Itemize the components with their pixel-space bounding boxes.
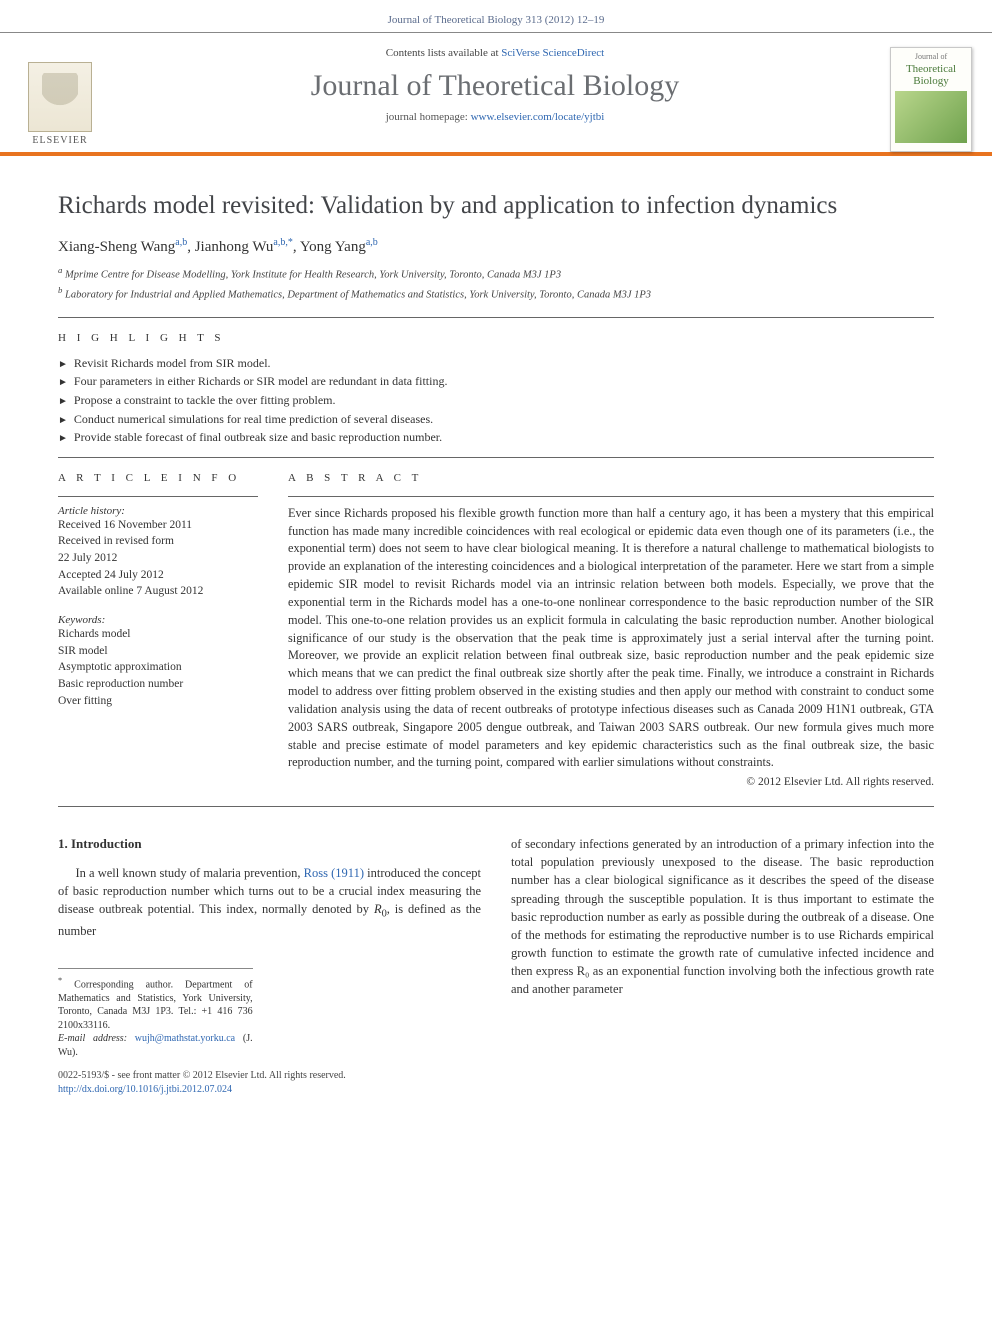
homepage-line: journal homepage: www.elsevier.com/locat… [118,111,872,123]
body-columns: 1. Introduction In a well known study of… [58,835,934,1096]
authors: Xiang-Sheng Wanga,b, Jianhong Wua,b,*, Y… [58,237,934,256]
homepage-link[interactable]: www.elsevier.com/locate/yjtbi [471,111,605,123]
cover-top-text: Journal of [895,52,967,61]
keywords-label: Keywords: [58,614,258,626]
history-line: Accepted 24 July 2012 [58,567,258,584]
abstract-text: Ever since Richards proposed his flexibl… [288,505,934,772]
keyword: Asymptotic approximation [58,659,258,676]
highlight-item: Four parameters in either Richards or SI… [58,372,934,391]
divider [58,806,934,807]
journal-cover: Journal of Theoretical Biology [890,47,972,152]
author-1: Xiang-Sheng Wang [58,239,175,255]
body-left-column: 1. Introduction In a well known study of… [58,835,481,1096]
corresponding-marker[interactable]: * [288,237,293,248]
affiliation-a: a Mprime Centre for Disease Modelling, Y… [58,264,934,283]
section-heading: 1. Introduction [58,835,481,854]
highlights-list: Revisit Richards model from SIR model. F… [58,354,934,447]
history-line: Available online 7 August 2012 [58,583,258,600]
highlight-item: Propose a constraint to tackle the over … [58,391,934,410]
citation-link[interactable]: Ross (1911) [304,866,364,880]
author-2-affil[interactable]: a,b, [273,237,287,248]
body-paragraph: In a well known study of malaria prevent… [58,864,481,940]
cover-image [895,91,967,143]
homepage-prefix: journal homepage: [386,111,471,123]
contents-line: Contents lists available at SciVerse Sci… [118,47,872,59]
publisher-logo: ELSEVIER [20,43,100,152]
highlight-item: Revisit Richards model from SIR model. [58,354,934,373]
article-info-heading: A R T I C L E I N F O [58,472,258,484]
divider [58,317,934,318]
author-3: Yong Yang [300,239,366,255]
body-paragraph: of secondary infections generated by an … [511,835,934,998]
issn-line: 0022-5193/$ - see front matter © 2012 El… [58,1069,481,1083]
divider [58,457,934,458]
highlight-item: Conduct numerical simulations for real t… [58,410,934,429]
keywords: Richards model SIR model Asymptotic appr… [58,626,258,709]
journal-title: Journal of Theoretical Biology [118,69,872,103]
doi-link[interactable]: http://dx.doi.org/10.1016/j.jtbi.2012.07… [58,1084,232,1095]
affiliation-b: b Laboratory for Industrial and Applied … [58,284,934,303]
masthead-center: Contents lists available at SciVerse Sci… [118,43,872,152]
contents-prefix: Contents lists available at [386,47,501,59]
keyword: Basic reproduction number [58,676,258,693]
corresponding-author-note: * Corresponding author. Department of Ma… [58,975,253,1032]
keyword: Over fitting [58,693,258,710]
history-line: Received 16 November 2011 [58,517,258,534]
history-label: Article history: [58,505,258,517]
email-link[interactable]: wujh@mathstat.yorku.ca [135,1033,235,1044]
author-3-affil[interactable]: a,b [366,237,378,248]
author-1-affil[interactable]: a,b [175,237,187,248]
author-2: Jianhong Wu [195,239,274,255]
sciencedirect-link[interactable]: SciVerse ScienceDirect [501,47,604,59]
divider [58,496,258,497]
keyword: SIR model [58,643,258,660]
article-history: Received 16 November 2011 Received in re… [58,517,258,600]
divider [288,496,934,497]
abstract-copyright: © 2012 Elsevier Ltd. All rights reserved… [288,776,934,788]
article-info-column: A R T I C L E I N F O Article history: R… [58,472,258,788]
publisher-name: ELSEVIER [32,135,87,146]
history-line: 22 July 2012 [58,550,258,567]
keyword: Richards model [58,626,258,643]
history-line: Received in revised form [58,533,258,550]
running-head: Journal of Theoretical Biology 313 (2012… [0,0,992,32]
abstract-column: A B S T R A C T Ever since Richards prop… [288,472,934,788]
body-right-column: of secondary infections generated by an … [511,835,934,1096]
highlight-item: Provide stable forecast of final outbrea… [58,428,934,447]
page-footer: 0022-5193/$ - see front matter © 2012 El… [58,1069,481,1096]
affiliations: a Mprime Centre for Disease Modelling, Y… [58,264,934,302]
article-title: Richards model revisited: Validation by … [58,190,934,221]
cover-title: Theoretical Biology [895,63,967,87]
masthead: ELSEVIER Contents lists available at Sci… [0,32,992,156]
email-line: E-mail address: wujh@mathstat.yorku.ca (… [58,1032,253,1059]
footnotes: * Corresponding author. Department of Ma… [58,968,253,1059]
elsevier-tree-icon [28,62,92,132]
abstract-heading: A B S T R A C T [288,472,934,484]
info-abstract-row: A R T I C L E I N F O Article history: R… [58,472,934,788]
highlights-heading: H I G H L I G H T S [58,332,934,344]
article: Richards model revisited: Validation by … [0,156,992,1116]
